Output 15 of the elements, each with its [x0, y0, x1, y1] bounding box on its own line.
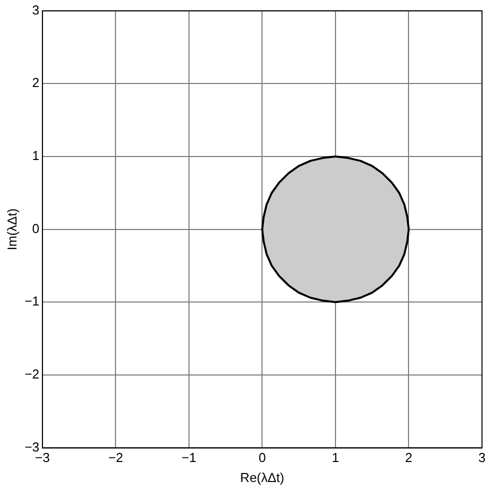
- y-tick-label: 1: [32, 148, 40, 164]
- x-tick-label: −1: [182, 450, 196, 466]
- y-tick-label: 0: [32, 220, 40, 236]
- y-tick-label: −2: [24, 366, 40, 382]
- y-tick-label: −3: [24, 439, 40, 454]
- x-tick-label: 3: [478, 450, 486, 466]
- x-axis-title: Re(λΔt): [240, 470, 284, 485]
- x-tick-label: 2: [405, 450, 412, 466]
- y-axis-title: Im(λΔt): [4, 208, 20, 250]
- x-tick-label: −2: [108, 450, 124, 466]
- x-tick-label: 0: [258, 450, 266, 466]
- y-tick-label: 2: [32, 75, 40, 90]
- y-tick-label: −1: [24, 294, 40, 309]
- y-tick-label: 3: [32, 2, 40, 18]
- x-tick-label: 1: [332, 450, 340, 466]
